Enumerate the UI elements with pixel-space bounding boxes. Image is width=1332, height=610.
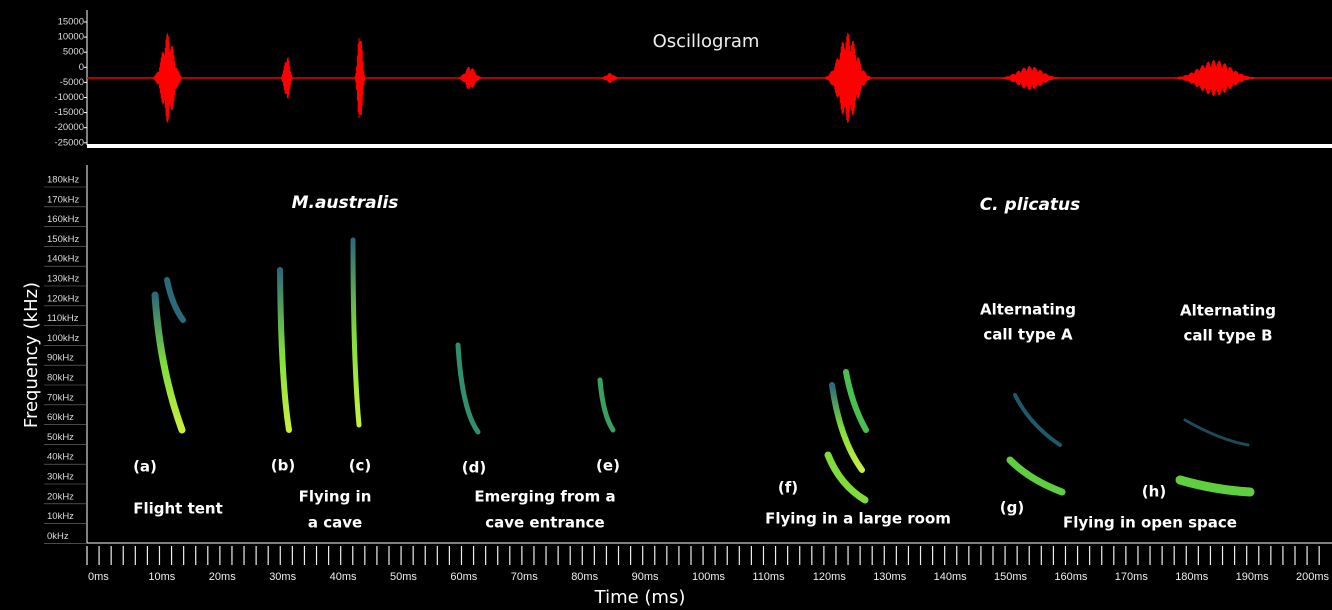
description: Flying in open space <box>1063 514 1237 532</box>
y-tick-label: 30kHz <box>47 472 74 483</box>
call-type: Alternating <box>980 301 1076 319</box>
x-tick-label: 90ms <box>632 571 659 583</box>
x-tick-label: 50ms <box>390 571 417 583</box>
x-label: Time (ms) <box>594 587 686 608</box>
x-tick-label: 100ms <box>692 571 726 583</box>
x-tick-label: 150ms <box>994 571 1028 583</box>
call-type: call type A <box>983 326 1073 344</box>
y-label: Frequency (kHz) <box>21 282 42 428</box>
x-tick-label: 0ms <box>88 571 109 583</box>
x-tick-label: 20ms <box>209 571 236 583</box>
y-tick-label: 90kHz <box>47 353 74 364</box>
y-tick-label: 130kHz <box>47 274 79 285</box>
call-letter: (a) <box>133 458 157 476</box>
x-tick-label: 140ms <box>934 571 968 583</box>
x-tick-label: 120ms <box>813 571 847 583</box>
separator <box>87 144 1332 148</box>
x-tick-label: 200ms <box>1296 571 1330 583</box>
y-tick-label: 180kHz <box>47 175 79 186</box>
osc-tick-label: -10000 <box>54 92 84 103</box>
call-letter: (h) <box>1142 483 1166 501</box>
species: M.australis <box>292 193 399 213</box>
x-tick-label: 60ms <box>450 571 477 583</box>
osc-title: Oscillogram <box>653 31 760 52</box>
call-letter: (d) <box>462 459 486 477</box>
y-tick-label: 120kHz <box>47 293 79 304</box>
x-tick-label: 70ms <box>511 571 538 583</box>
x-tick-label: 110ms <box>752 571 785 583</box>
y-tick-label: 40kHz <box>47 452 74 463</box>
y-tick-label: 160kHz <box>47 214 79 225</box>
species: C. plicatus <box>980 195 1081 215</box>
y-tick-label: 100kHz <box>47 333 79 344</box>
description: a cave <box>308 514 362 532</box>
y-tick-label: 80kHz <box>47 373 74 384</box>
x-tick-label: 190ms <box>1236 571 1270 583</box>
osc-tick-label: 5000 <box>63 47 84 58</box>
figure: Oscillogram Time (ms) Frequency (kHz) 15… <box>0 0 1332 610</box>
page: {"oscillogram": {"title": "Oscillogram",… <box>0 0 1332 610</box>
y-tick-label: 170kHz <box>47 194 79 205</box>
call-letter: (c) <box>349 457 372 475</box>
osc-tick-label: 15000 <box>58 17 84 28</box>
y-tick-label: 20kHz <box>47 491 74 502</box>
y-tick-label: 70kHz <box>47 392 74 403</box>
x-tick-label: 40ms <box>330 571 357 583</box>
call-letter: (e) <box>596 457 620 475</box>
y-tick-label: 150kHz <box>47 234 79 245</box>
y-tick-label: 110kHz <box>47 313 79 324</box>
x-tick-label: 30ms <box>269 571 296 583</box>
x-tick-label: 180ms <box>1175 571 1209 583</box>
call-type: call type B <box>1183 327 1272 345</box>
y-tick-label: 140kHz <box>47 254 79 265</box>
description: Flying in a large room <box>765 510 951 528</box>
y-tick-label: 0kHz <box>47 531 69 542</box>
x-tick-label: 10ms <box>148 571 175 583</box>
osc-tick-label: -25000 <box>54 137 84 148</box>
x-tick-label: 170ms <box>1115 571 1149 583</box>
call-letter: (g) <box>1000 499 1024 517</box>
x-tick-label: 130ms <box>873 571 907 583</box>
description: Emerging from a <box>474 488 615 506</box>
call-letter: (f) <box>778 479 798 497</box>
x-tick-label: 80ms <box>571 571 598 583</box>
description: Flight tent <box>133 500 223 518</box>
call-type: Alternating <box>1180 302 1276 320</box>
call-letter: (b) <box>271 457 295 475</box>
osc-tick-label: -5000 <box>60 77 84 88</box>
description: Flying in <box>299 488 372 506</box>
osc-tick-label: 10000 <box>58 32 84 43</box>
x-tick-label: 160ms <box>1054 571 1088 583</box>
osc-tick-label: -20000 <box>54 122 84 133</box>
y-tick-label: 10kHz <box>47 511 74 522</box>
y-tick-label: 60kHz <box>47 412 74 423</box>
osc-tick-label: 0 <box>79 62 84 73</box>
description: cave entrance <box>485 514 604 532</box>
osc-tick-label: -15000 <box>54 107 84 118</box>
y-tick-label: 50kHz <box>47 432 74 443</box>
